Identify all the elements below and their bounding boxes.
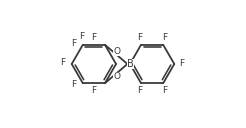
Text: O: O [113,47,120,56]
Text: F: F [162,33,167,42]
Text: F: F [162,86,167,95]
Text: F: F [137,86,142,95]
Text: F: F [61,58,66,67]
Text: B: B [127,59,134,69]
Text: F: F [91,33,96,42]
Text: O: O [113,72,120,81]
Text: F: F [137,33,142,42]
Text: F: F [180,60,185,68]
Text: F: F [80,33,85,41]
Text: F: F [91,86,96,95]
Text: F: F [72,39,77,48]
Text: F: F [72,80,77,89]
